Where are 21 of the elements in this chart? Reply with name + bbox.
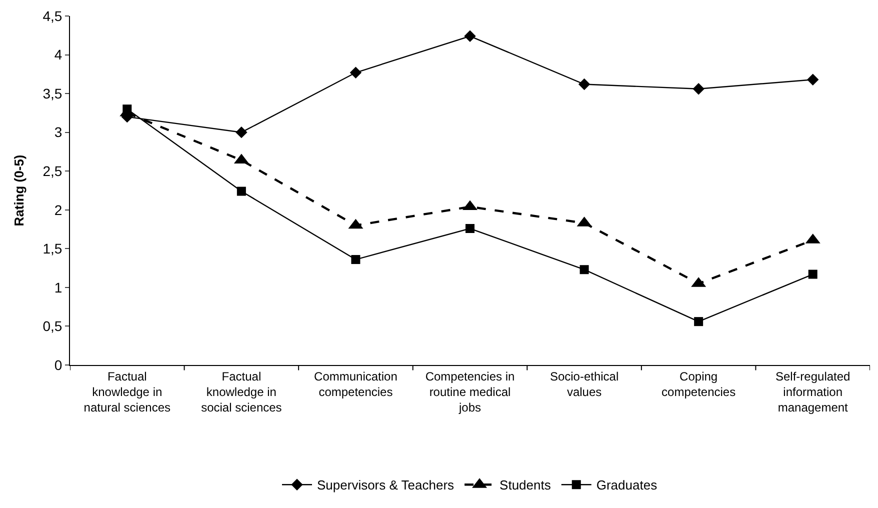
x-tick-label: Socio-ethical values [550,369,619,399]
y-tick-label: 0,5 [42,318,62,334]
y-tick-label: 2,5 [42,163,62,180]
x-tick-label: Communication competencies [314,369,398,399]
y-tick-label: 0 [54,356,62,373]
y-tick-label: 1 [54,279,62,296]
x-tick-label: Self-regulated information management [776,369,850,415]
x-tick-label: Competencies in routine medical jobs [425,369,515,415]
x-tick-label: Factual knowledge in social sciences [201,369,282,415]
y-tick-label: 2 [54,202,62,218]
y-tick-label: 4,5 [42,8,62,24]
y-tick-label: 1,5 [42,240,62,257]
y-tick-label: 3,5 [42,85,62,102]
y-tick-label: 3 [54,124,62,140]
x-tick-label: Factual knowledge in natural sciences [84,369,170,415]
y-axis-title: Rating (0-5) [12,154,27,226]
legend-label: Graduates [596,478,658,493]
x-tick-label: Coping competencies [662,369,736,399]
legend-label: Supervisors & Teachers [317,478,455,493]
y-tick-label: 4 [54,46,62,63]
legend-label: Students [500,478,552,493]
